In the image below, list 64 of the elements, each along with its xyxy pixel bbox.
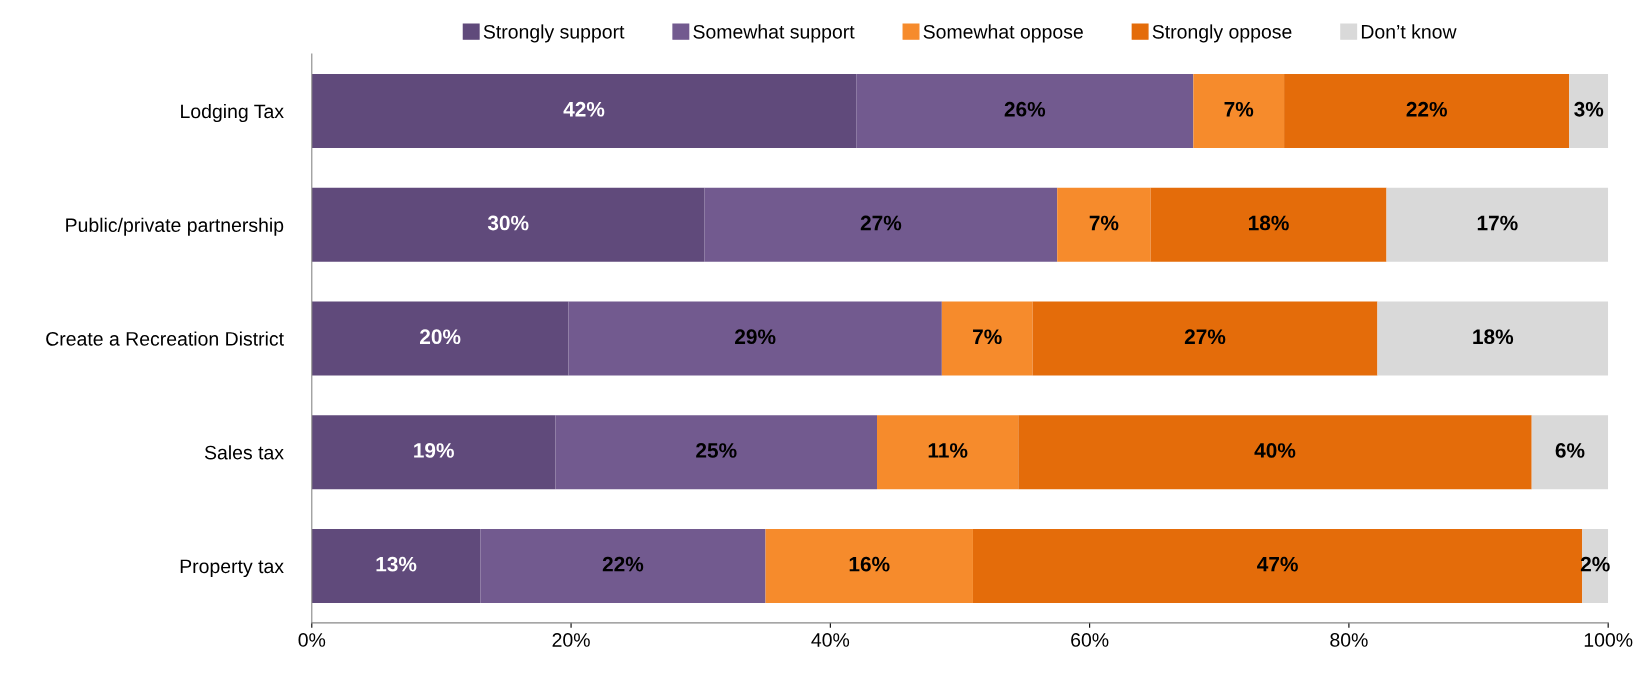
data-label: 3% <box>1574 101 1604 117</box>
bar <box>765 529 973 603</box>
x-tick-label: 60% <box>1071 633 1109 647</box>
data-label: 17% <box>1477 215 1518 231</box>
bar <box>311 301 569 376</box>
y-tick-label: Create a Recreation District <box>46 331 284 346</box>
legend-label: Strongly oppose <box>1152 24 1292 43</box>
data-label: 16% <box>849 556 890 572</box>
y-tick-label: Public/private partnership <box>66 217 284 236</box>
legend-label: Somewhat support <box>693 24 855 43</box>
bar <box>1018 415 1532 490</box>
bar <box>941 301 1033 376</box>
data-label: 7% <box>1224 101 1254 117</box>
data-label: 7% <box>973 329 1002 345</box>
bar <box>1057 187 1151 262</box>
data-label: 26% <box>1004 101 1046 117</box>
bar <box>555 415 878 490</box>
bar <box>568 301 942 376</box>
data-label: 19% <box>414 443 454 458</box>
x-tick-label: 80% <box>1330 633 1368 647</box>
x-tick-label: 0% <box>298 633 326 647</box>
bar <box>311 529 481 603</box>
bar <box>311 74 857 148</box>
bar <box>311 415 556 490</box>
bar <box>1284 74 1570 148</box>
data-label: 11% <box>928 443 968 458</box>
y-tick-label: Sales tax <box>204 445 284 460</box>
bar <box>704 187 1058 262</box>
data-label: 18% <box>1473 329 1514 345</box>
y-tick-label: Property tax <box>180 559 284 578</box>
bar <box>1150 187 1387 262</box>
data-label: 6% <box>1555 443 1585 458</box>
data-label: 22% <box>1406 101 1447 117</box>
data-label: 42% <box>563 101 605 117</box>
bar <box>1193 74 1285 148</box>
bar <box>856 74 1194 148</box>
data-label: 47% <box>1257 556 1298 572</box>
bar <box>972 529 1583 603</box>
bar <box>480 529 766 603</box>
data-label: 13% <box>376 556 417 572</box>
bar <box>1386 187 1609 262</box>
data-label: 18% <box>1248 215 1289 231</box>
bar <box>1032 301 1378 376</box>
bar <box>877 415 1019 490</box>
data-label: 22% <box>602 556 644 572</box>
y-tick-label: Lodging Tax <box>181 103 284 123</box>
bar <box>1531 415 1609 490</box>
bar <box>311 187 705 262</box>
data-label: 30% <box>487 215 529 231</box>
bar <box>1377 301 1609 376</box>
legend-label: Strongly support <box>483 24 625 43</box>
bar <box>1569 74 1609 148</box>
data-label: 40% <box>1254 443 1296 458</box>
data-label: 25% <box>696 443 737 458</box>
legend-label: Somewhat oppose <box>923 24 1083 43</box>
x-tick-label: 20% <box>552 633 590 647</box>
data-label: 7% <box>1089 215 1119 231</box>
x-tick-label: 40% <box>811 633 850 647</box>
data-label: 27% <box>1184 329 1226 345</box>
data-label: 29% <box>735 329 776 345</box>
x-tick-label: 100% <box>1584 633 1633 647</box>
data-label: 20% <box>420 329 461 345</box>
data-label: 27% <box>860 215 902 231</box>
legend-label: Don’t know <box>1361 24 1457 39</box>
